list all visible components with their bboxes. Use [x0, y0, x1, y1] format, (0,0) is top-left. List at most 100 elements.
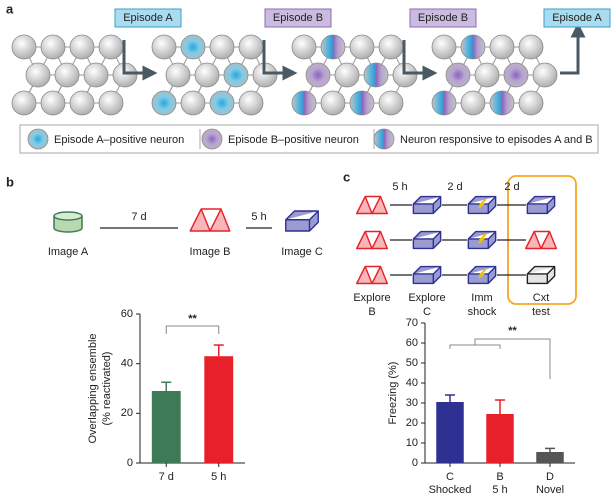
significance-label: **: [508, 325, 517, 337]
cube-icon: [285, 210, 319, 232]
neuron: [320, 34, 346, 60]
neuron: [503, 62, 529, 88]
bar: [536, 452, 564, 463]
stage-label: shock: [468, 306, 497, 318]
neuron: [474, 62, 500, 88]
neuron: [11, 90, 37, 116]
neuron: [431, 90, 457, 116]
stage-label: C: [423, 306, 431, 318]
legend-label: Neuron responsive to episodes A and B: [400, 134, 593, 146]
prism-icon: [189, 208, 231, 232]
x-tick-sublabel: Novel: [536, 484, 564, 496]
episode-box: [114, 8, 182, 28]
bar: [151, 390, 181, 463]
panel-label: a: [6, 1, 14, 16]
prism-icon: [356, 230, 388, 250]
stage-label: Imm: [471, 292, 492, 304]
cube-icon: [412, 265, 442, 285]
legend-label: Episode B–positive neuron: [228, 134, 359, 146]
neuron: [151, 34, 177, 60]
x-tick-label: D: [546, 471, 554, 483]
neuron: [489, 34, 515, 60]
neuron: [194, 62, 220, 88]
y-tick-label: 20: [121, 407, 133, 419]
stage-label: Cxt: [533, 292, 550, 304]
neuron: [98, 34, 124, 60]
neuron: [291, 34, 317, 60]
bar: [436, 402, 464, 463]
y-tick-label: 0: [412, 457, 418, 469]
arrow: [560, 22, 586, 75]
cube-icon: [526, 195, 556, 215]
neuron: [165, 62, 191, 88]
cube-icon: [526, 265, 556, 285]
x-tick-label: C: [446, 471, 454, 483]
neuron: [305, 62, 331, 88]
neuron: [83, 62, 109, 88]
shock-icon: [478, 233, 487, 244]
interval-label: 2 d: [504, 181, 519, 193]
x-tick-sublabel: 5 h: [492, 484, 507, 496]
legend-swatch: [27, 128, 49, 150]
y-tick-label: 10: [406, 437, 418, 449]
stage-label: B: [368, 306, 375, 318]
neuron: [40, 34, 66, 60]
legend-swatch: [201, 128, 223, 150]
interval-label: 5 h: [392, 181, 407, 193]
y-tick-label: 70: [406, 317, 418, 329]
neuron: [98, 90, 124, 116]
y-tick-label: 60: [121, 308, 133, 320]
episode-label: Episode B: [273, 12, 323, 24]
neuron: [363, 62, 389, 88]
shock-icon: [478, 198, 487, 209]
neuron: [532, 62, 558, 88]
y-tick-label: 30: [406, 397, 418, 409]
neuron: [223, 62, 249, 88]
shock-icon: [478, 268, 487, 279]
y-axis-title: (% reactivated): [101, 352, 113, 426]
neuron: [320, 90, 346, 116]
neuron: [445, 62, 471, 88]
neuron: [11, 34, 37, 60]
neuron: [349, 90, 375, 116]
stage-label: Explore: [353, 292, 390, 304]
x-tick-label: B: [496, 471, 503, 483]
panel-label: c: [343, 169, 350, 184]
y-axis-title: Freezing (%): [387, 362, 399, 425]
neuron: [378, 34, 404, 60]
x-tick-label: 5 h: [211, 471, 226, 483]
bar: [486, 414, 514, 463]
episode-label: Episode A: [552, 12, 602, 24]
y-tick-label: 20: [406, 417, 418, 429]
neuron: [180, 90, 206, 116]
y-tick-label: 0: [127, 457, 133, 469]
neuron: [180, 34, 206, 60]
image-label: Image B: [190, 246, 231, 258]
neuron: [334, 62, 360, 88]
cube-icon: [412, 195, 442, 215]
panel-label: b: [6, 174, 14, 189]
stage-label: Explore: [408, 292, 445, 304]
neuron: [238, 34, 264, 60]
episode-box: [409, 8, 477, 28]
x-tick-sublabel: Shocked: [429, 484, 472, 496]
neuron: [69, 34, 95, 60]
y-tick-label: 40: [406, 377, 418, 389]
episode-label: Episode A: [123, 12, 173, 24]
neuron: [25, 62, 51, 88]
episode-label: Episode B: [418, 12, 468, 24]
neuron: [431, 34, 457, 60]
neuron: [209, 90, 235, 116]
interval-label: 5 h: [251, 211, 266, 223]
legend-swatch: [373, 128, 395, 150]
y-tick-label: 40: [121, 358, 133, 370]
neuron: [151, 90, 177, 116]
neuron: [54, 62, 80, 88]
neuron: [518, 90, 544, 116]
neuron: [518, 34, 544, 60]
legend-box: [19, 124, 599, 154]
stage-label: test: [532, 306, 550, 318]
neuron: [238, 90, 264, 116]
